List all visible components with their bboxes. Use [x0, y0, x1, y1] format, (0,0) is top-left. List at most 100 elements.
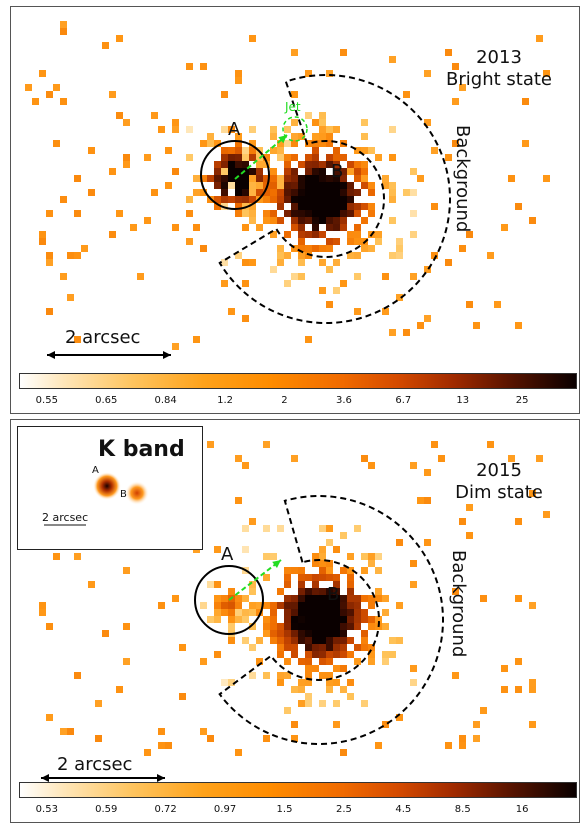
- count-pixel: [123, 161, 130, 168]
- count-pixel: [319, 637, 326, 644]
- count-pixel: [340, 651, 347, 658]
- count-pixel: [172, 119, 179, 126]
- count-pixel: [312, 224, 319, 231]
- count-pixel: [319, 602, 326, 609]
- count-pixel: [291, 637, 298, 644]
- count-pixel: [249, 175, 256, 182]
- count-pixel: [326, 154, 333, 161]
- count-pixel: [214, 182, 221, 189]
- count-pixel: [291, 735, 298, 742]
- count-pixel: [284, 658, 291, 665]
- count-pixel: [291, 154, 298, 161]
- count-pixel: [361, 161, 368, 168]
- count-pixel: [242, 182, 249, 189]
- count-pixel: [410, 273, 417, 280]
- count-pixel: [256, 609, 263, 616]
- count-pixel: [228, 588, 235, 595]
- count-pixel: [403, 329, 410, 336]
- count-pixel: [326, 525, 333, 532]
- count-pixel: [361, 630, 368, 637]
- count-pixel: [333, 637, 340, 644]
- count-pixel: [249, 602, 256, 609]
- count-pixel: [347, 693, 354, 700]
- count-pixel: [284, 140, 291, 147]
- count-pixel: [319, 203, 326, 210]
- k-band-inset: K band A B 2 arcsec: [17, 426, 203, 550]
- count-pixel: [340, 686, 347, 693]
- count-pixel: [298, 210, 305, 217]
- count-pixel: [298, 637, 305, 644]
- count-pixel: [109, 91, 116, 98]
- count-pixel: [319, 560, 326, 567]
- count-pixel: [375, 742, 382, 749]
- count-pixel: [319, 658, 326, 665]
- count-pixel: [319, 700, 326, 707]
- count-pixel: [207, 616, 214, 623]
- count-pixel: [368, 147, 375, 154]
- count-pixel: [298, 630, 305, 637]
- count-pixel: [186, 126, 193, 133]
- count-pixel: [445, 49, 452, 56]
- count-pixel: [368, 616, 375, 623]
- inset-label-a: A: [92, 465, 99, 476]
- count-pixel: [221, 182, 228, 189]
- count-pixel: [46, 210, 53, 217]
- count-pixel: [354, 252, 361, 259]
- count-pixel: [347, 161, 354, 168]
- count-pixel: [214, 616, 221, 623]
- count-pixel: [235, 609, 242, 616]
- count-pixel: [305, 140, 312, 147]
- count-pixel: [543, 70, 550, 77]
- colorbar-tick-label: 2: [281, 395, 288, 406]
- colorbar-tick-label: 6.7: [395, 395, 412, 406]
- count-pixel: [235, 189, 242, 196]
- count-pixel: [263, 175, 270, 182]
- count-pixel: [221, 154, 228, 161]
- count-pixel: [312, 210, 319, 217]
- count-pixel: [333, 721, 340, 728]
- count-pixel: [249, 196, 256, 203]
- count-pixel: [270, 147, 277, 154]
- count-pixel: [60, 728, 67, 735]
- count-pixel: [291, 175, 298, 182]
- count-pixel: [382, 308, 389, 315]
- count-pixel: [382, 609, 389, 616]
- state-label: Dim state: [455, 482, 543, 503]
- xray-image-2015: AB: [32, 441, 550, 782]
- count-pixel: [319, 595, 326, 602]
- count-pixel: [270, 623, 277, 630]
- count-pixel: [529, 686, 536, 693]
- count-pixel: [403, 91, 410, 98]
- count-pixel: [312, 560, 319, 567]
- count-pixel: [165, 182, 172, 189]
- count-pixel: [277, 196, 284, 203]
- count-pixel: [319, 546, 326, 553]
- count-pixel: [74, 175, 81, 182]
- count-pixel: [298, 574, 305, 581]
- count-pixel: [214, 595, 221, 602]
- count-pixel: [277, 630, 284, 637]
- count-pixel: [319, 140, 326, 147]
- count-pixel: [298, 588, 305, 595]
- count-pixel: [333, 679, 340, 686]
- count-pixel: [515, 686, 522, 693]
- count-pixel: [305, 665, 312, 672]
- count-pixel: [326, 616, 333, 623]
- count-pixel: [130, 224, 137, 231]
- count-pixel: [228, 602, 235, 609]
- count-pixel: [389, 189, 396, 196]
- count-pixel: [242, 168, 249, 175]
- count-pixel: [354, 168, 361, 175]
- count-pixel: [172, 595, 179, 602]
- count-pixel: [67, 252, 74, 259]
- count-pixel: [305, 623, 312, 630]
- count-pixel: [333, 665, 340, 672]
- colorbar-ticks: 0.53 0.59 0.72 0.97 1.5 2.5 4.5 8.5 16: [19, 804, 575, 818]
- jet-region: [282, 116, 308, 142]
- count-pixel: [529, 721, 536, 728]
- count-pixel: [473, 735, 480, 742]
- count-pixel: [270, 553, 277, 560]
- count-pixel: [326, 574, 333, 581]
- count-pixel: [354, 616, 361, 623]
- count-pixel: [242, 161, 249, 168]
